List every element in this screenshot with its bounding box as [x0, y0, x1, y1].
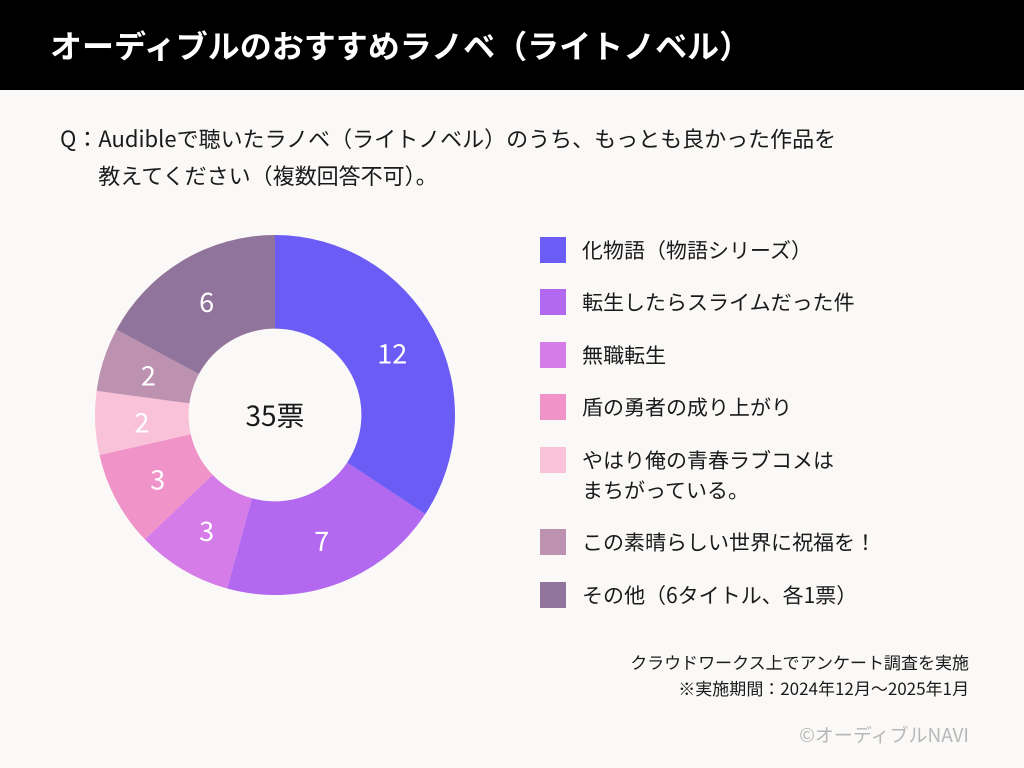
slice-value-label: 7: [314, 520, 329, 559]
page-title: オーディブルのおすすめラノベ（ライトノベル）: [50, 22, 751, 68]
legend-swatch: [540, 342, 566, 368]
question-line2: 教えてください（複数回答不可）。: [98, 159, 437, 191]
question-text: Audibleで聴いたラノベ（ライトノベル）のうち、もっとも良かった作品を 教え…: [98, 120, 836, 195]
slice-value-label: 3: [199, 510, 214, 549]
legend-item: やはり俺の青春ラブコメはまちがっている。: [540, 445, 964, 506]
legend-item: この素晴らしい世界に祝福を！: [540, 527, 964, 557]
footer-note-1: クラウドワークス上でアンケート調査を実施: [630, 649, 969, 675]
legend-item: 無職転生: [540, 340, 964, 370]
question-prefix: Q：: [60, 120, 98, 195]
legend-item: その他（6タイトル、各1票）: [540, 580, 964, 610]
footer-notes: クラウドワークス上でアンケート調査を実施 ※実施期間：2024年12月〜2025…: [630, 649, 969, 700]
donut-slice: [275, 235, 455, 514]
legend-item: 化物語（物語シリーズ）: [540, 235, 964, 265]
header-bar: オーディブルのおすすめラノベ（ライトノベル）: [0, 0, 1024, 90]
footer-note-2: ※実施期間：2024年12月〜2025年1月: [630, 675, 969, 701]
slice-value-label: 3: [150, 458, 165, 497]
question-line1: Audibleで聴いたラノベ（ライトノベル）のうち、もっとも良かった作品を: [98, 122, 836, 154]
legend-label: やはり俺の青春ラブコメはまちがっている。: [582, 445, 834, 506]
donut-chart: 12733226 35票: [95, 235, 455, 595]
legend-label: 転生したらスライムだった件: [582, 287, 855, 317]
legend-swatch: [540, 582, 566, 608]
legend: 化物語（物語シリーズ） 転生したらスライムだった件無職転生盾の勇者の成り上がりやは…: [510, 215, 984, 635]
legend-label: 化物語（物語シリーズ）: [582, 235, 812, 265]
slice-value-label: 2: [141, 354, 156, 393]
legend-label: その他（6タイトル、各1票）: [582, 580, 857, 610]
legend-label: この素晴らしい世界に祝福を！: [582, 527, 876, 557]
legend-swatch: [540, 447, 566, 473]
legend-item: 転生したらスライムだった件: [540, 287, 964, 317]
legend-label: 無職転生: [582, 340, 666, 370]
slice-value-label: 12: [377, 332, 407, 371]
legend-item: 盾の勇者の成り上がり: [540, 392, 964, 422]
legend-swatch: [540, 529, 566, 555]
legend-swatch: [540, 289, 566, 315]
chart-area: 12733226 35票: [40, 215, 510, 635]
slice-value-label: 2: [134, 401, 149, 440]
content-row: 12733226 35票 化物語（物語シリーズ）転生したらスライムだった件無職転…: [0, 205, 1024, 635]
legend-swatch: [540, 394, 566, 420]
legend-swatch: [540, 237, 566, 263]
question-block: Q： Audibleで聴いたラノベ（ライトノベル）のうち、もっとも良かった作品を…: [0, 90, 1024, 205]
legend-label: 盾の勇者の成り上がり: [582, 392, 792, 422]
slice-value-label: 6: [199, 281, 214, 320]
credit: ©オーディブルNAVI: [799, 721, 969, 748]
donut-svg: 12733226: [95, 235, 455, 595]
